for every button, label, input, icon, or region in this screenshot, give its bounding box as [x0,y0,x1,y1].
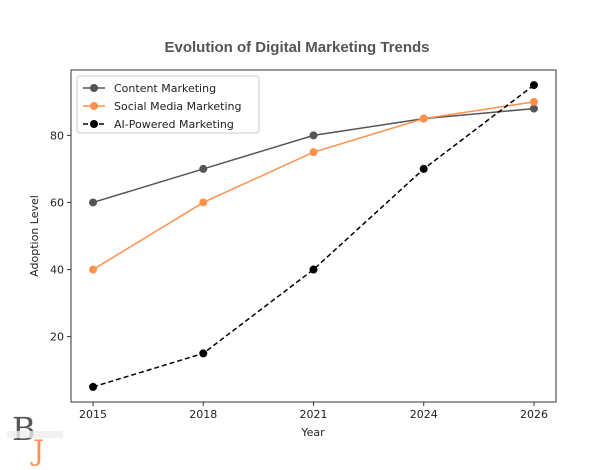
x-tick-label: 2021 [300,408,328,421]
x-tick-label: 2026 [520,408,548,421]
data-point [89,198,98,207]
data-point [309,131,318,140]
x-axis-label: Year [300,426,325,439]
data-point [529,104,538,113]
svg-text:B: B [12,410,36,448]
x-tick-label: 2015 [79,408,107,421]
data-point [89,382,98,391]
x-tick-label: 2018 [189,408,217,421]
logo: B J [7,410,63,467]
data-point [199,349,208,358]
series-social-media-marketing [89,97,538,274]
series-ai-powered-marketing [89,81,538,391]
y-axis-label: Adoption Level [28,195,41,277]
legend-marker [90,84,98,92]
legend-marker [90,102,98,110]
x-axis: 2015 2018 2021 2024 2026 [79,402,548,421]
legend: Content Marketing Social Media Marketing A… [76,75,260,134]
data-point [419,164,428,173]
y-axis: 20 40 60 80 [50,129,71,344]
legend-label: Social Media Marketing [114,100,241,113]
data-point [199,198,208,207]
data-point [309,265,318,274]
data-point [89,265,98,274]
data-point [419,114,428,123]
legend-label: Content Marketing [114,82,216,95]
data-point [529,97,538,106]
y-tick-label: 80 [50,129,64,142]
data-point [199,164,208,173]
legend-box [76,75,260,134]
data-point [529,81,538,90]
svg-text:J: J [30,434,44,467]
series-line [92,84,535,388]
chart-title: Evolution of Digital Marketing Trends [164,39,429,56]
legend-label: AI-Powered Marketing [114,118,234,131]
y-tick-label: 20 [50,331,64,344]
y-tick-label: 60 [50,196,64,209]
data-point [309,148,318,157]
series-group [89,81,538,391]
x-tick-label: 2024 [410,408,438,421]
legend-marker [90,120,98,128]
y-tick-label: 40 [50,264,64,277]
